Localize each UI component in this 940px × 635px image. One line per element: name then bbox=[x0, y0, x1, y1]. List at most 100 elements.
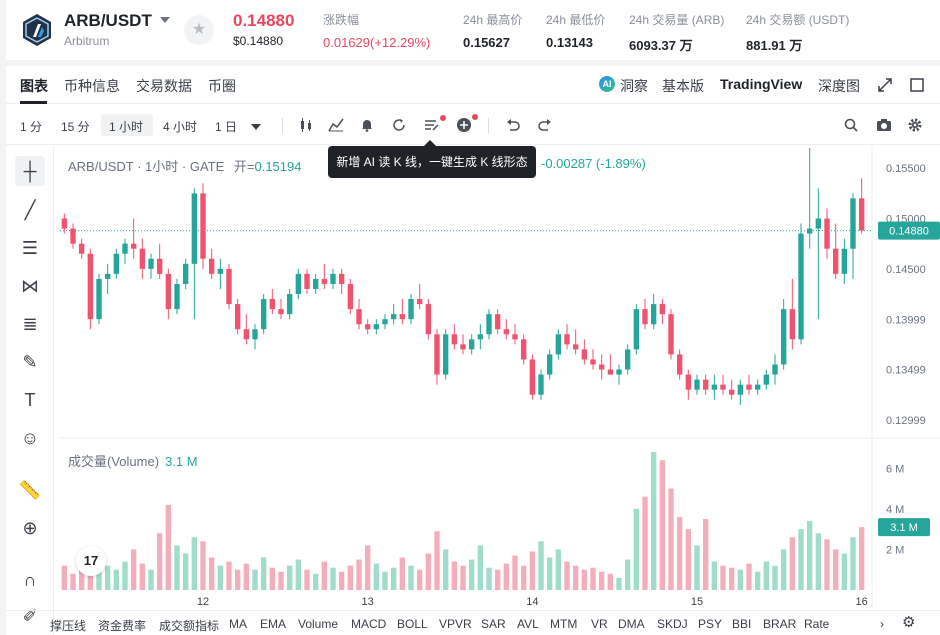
indicator-avl[interactable]: AVL bbox=[517, 617, 539, 631]
candle-body bbox=[477, 334, 484, 340]
volume-bar bbox=[425, 553, 432, 590]
indicator-vpvr[interactable]: VPVR bbox=[439, 617, 472, 631]
candle-body bbox=[390, 314, 397, 320]
text-icon[interactable]: T bbox=[24, 390, 36, 410]
volume-bar bbox=[529, 551, 536, 590]
chevron-down-icon[interactable] bbox=[160, 17, 170, 23]
volume-bar bbox=[598, 571, 605, 590]
legend-open-label: 开= bbox=[233, 159, 255, 174]
timeframe-1m[interactable]: 1 分 bbox=[20, 120, 43, 134]
volume-bar bbox=[434, 531, 440, 590]
undo-icon[interactable] bbox=[506, 118, 520, 132]
timeframe-dropdown-icon[interactable] bbox=[251, 124, 261, 130]
indicator-bbi[interactable]: BBI bbox=[732, 617, 752, 631]
indicator-skdj[interactable]: SKDJ bbox=[657, 617, 688, 631]
tab-depth[interactable]: 深度图 bbox=[818, 78, 860, 94]
volume-bar bbox=[139, 563, 146, 590]
indicator-boll[interactable]: BOLL bbox=[397, 617, 428, 631]
candle-body bbox=[139, 248, 146, 269]
candle-body bbox=[156, 258, 163, 274]
candle-body bbox=[104, 273, 111, 279]
ruler-icon[interactable]: 📏 bbox=[18, 480, 42, 500]
trend-line-icon[interactable]: ╱ bbox=[24, 200, 36, 220]
search-icon[interactable] bbox=[844, 118, 858, 132]
tab-insight[interactable]: 洞察 bbox=[620, 78, 648, 94]
candle-body bbox=[780, 309, 787, 365]
candle-body bbox=[720, 384, 726, 390]
indicator-资金费率[interactable]: 资金费率 bbox=[98, 619, 147, 633]
volume-bar bbox=[347, 565, 354, 590]
candle-body bbox=[425, 304, 432, 335]
indicator-volume[interactable]: Volume bbox=[298, 617, 339, 631]
volume-bar bbox=[156, 533, 163, 590]
zoom-in-icon[interactable]: ⊕ bbox=[22, 518, 38, 538]
indicator-brar[interactable]: BRAR bbox=[763, 617, 797, 631]
tab-chart[interactable]: 图表 bbox=[20, 78, 48, 94]
camera-icon[interactable] bbox=[876, 118, 892, 132]
indicator-成交额指标[interactable]: 成交额指标 bbox=[159, 619, 220, 633]
indicator-settings-icon[interactable]: ⚙ bbox=[902, 614, 916, 631]
indicator-mtm[interactable]: MTM bbox=[550, 617, 578, 631]
candle-body bbox=[330, 273, 336, 284]
star-icon[interactable]: ★ bbox=[184, 15, 214, 45]
indicators-icon[interactable] bbox=[328, 118, 344, 132]
emoji-icon[interactable]: ☺ bbox=[20, 428, 40, 448]
candle-body bbox=[546, 354, 553, 375]
add-icon[interactable] bbox=[456, 117, 472, 133]
timeframe-4h[interactable]: 4 小时 bbox=[163, 120, 198, 134]
volume-bar bbox=[278, 571, 284, 590]
indicator-macd[interactable]: MACD bbox=[351, 617, 387, 631]
tab-coin-info[interactable]: 币种信息 bbox=[64, 78, 120, 94]
redo-icon[interactable] bbox=[538, 118, 552, 132]
popout-icon[interactable] bbox=[910, 78, 924, 92]
tradingview-logo-icon[interactable]: 17 bbox=[76, 546, 106, 576]
expand-icon[interactable] bbox=[878, 78, 892, 92]
timeframe-1h[interactable]: 1 小时 bbox=[109, 120, 144, 134]
price-tick-label: 0.12999 bbox=[886, 415, 926, 427]
gear-icon[interactable] bbox=[908, 118, 922, 132]
tab-tradingview[interactable]: TradingView bbox=[720, 76, 803, 92]
magnet-icon[interactable]: ∩ bbox=[23, 570, 37, 590]
candle-body bbox=[295, 273, 302, 295]
price-tick-label: 0.13499 bbox=[886, 365, 926, 377]
replay-icon[interactable] bbox=[392, 118, 406, 132]
candle-body bbox=[96, 278, 102, 320]
candle-type-icon[interactable] bbox=[298, 118, 314, 132]
indicator-撑压线[interactable]: 撑压线 bbox=[50, 619, 87, 633]
volume-bar bbox=[659, 460, 666, 590]
indicator-dma[interactable]: DMA bbox=[618, 617, 645, 631]
horizontal-lines-icon[interactable]: ☰ bbox=[21, 238, 39, 258]
tab-community[interactable]: 币圈 bbox=[208, 78, 236, 94]
alert-bell-icon[interactable] bbox=[360, 118, 374, 132]
indicator-psy[interactable]: PSY bbox=[698, 617, 723, 631]
candle-body bbox=[512, 334, 518, 340]
volume-bar bbox=[399, 557, 406, 590]
indicator-rate[interactable]: Rate bbox=[804, 617, 830, 631]
volume-bar bbox=[642, 496, 648, 590]
chevron-right-icon[interactable]: › bbox=[880, 617, 884, 631]
fibonacci-icon[interactable]: ≣ bbox=[22, 314, 38, 334]
timeframe-15m[interactable]: 15 分 bbox=[61, 120, 90, 134]
candle-body bbox=[737, 384, 744, 395]
tab-trade-data[interactable]: 交易数据 bbox=[136, 78, 192, 94]
candle-body bbox=[382, 319, 388, 325]
indicator-ema[interactable]: EMA bbox=[260, 617, 287, 631]
volume-bar bbox=[468, 559, 475, 590]
lock-drawing-icon[interactable]: ✐ bbox=[22, 606, 38, 626]
pattern-icon[interactable]: ⋈ bbox=[21, 276, 39, 296]
candle-body bbox=[642, 309, 648, 325]
volume-bar bbox=[338, 571, 345, 590]
ai-kline-icon[interactable] bbox=[424, 118, 440, 132]
candle-body bbox=[694, 379, 700, 390]
indicator-sar[interactable]: SAR bbox=[481, 617, 506, 631]
brush-icon[interactable]: ✎ bbox=[22, 352, 38, 372]
volume-bar bbox=[70, 573, 76, 590]
crosshair-icon[interactable]: ┼ bbox=[15, 156, 45, 186]
indicator-vr[interactable]: VR bbox=[591, 617, 608, 631]
pair-name[interactable]: ARB/USDT bbox=[64, 11, 152, 30]
volume-bar bbox=[226, 561, 232, 590]
indicator-ma[interactable]: MA bbox=[229, 617, 247, 631]
tab-basic[interactable]: 基本版 bbox=[662, 78, 704, 94]
volume-bar bbox=[685, 529, 692, 590]
timeframe-1d[interactable]: 1 日 bbox=[215, 120, 238, 134]
